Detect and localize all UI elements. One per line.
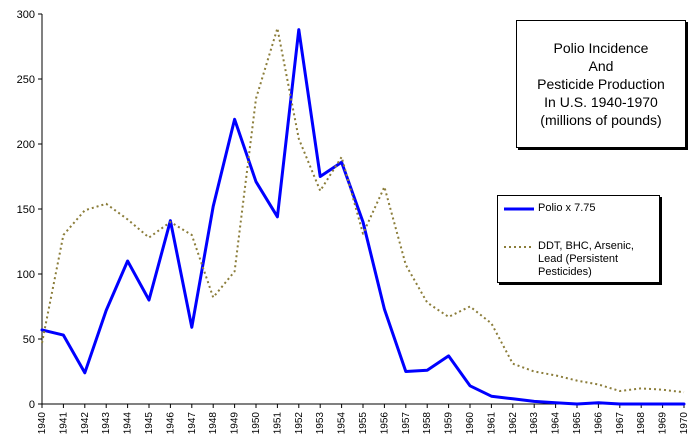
chart-title-line: And: [588, 58, 614, 74]
legend-entry-polio: Polio x 7.75: [504, 202, 595, 215]
legend-label-pesticides: DDT, BHC, Arsenic, Lead (Persistent Pest…: [538, 240, 634, 279]
x-tick-label: 1948: [208, 412, 219, 435]
x-tick-label: 1969: [658, 412, 669, 435]
x-tick-label: 1958: [422, 412, 433, 435]
legend-entry-pesticides: DDT, BHC, Arsenic, Lead (Persistent Pest…: [504, 240, 634, 279]
x-tick-label: 1944: [123, 412, 134, 435]
y-tick-label: 150: [17, 204, 35, 216]
chart-title-line: (millions of pounds): [540, 112, 662, 128]
x-tick-label: 1970: [679, 412, 690, 435]
x-tick-label: 1962: [508, 412, 519, 435]
legend: Polio x 7.75 DDT, BHC, Arsenic, Lead (Pe…: [497, 195, 660, 283]
legend-label-polio: Polio x 7.75: [538, 202, 595, 215]
x-tick-label: 1966: [593, 412, 604, 435]
x-tick-label: 1960: [465, 412, 476, 435]
x-tick-label: 1957: [401, 412, 412, 435]
x-tick-label: 1951: [272, 412, 283, 435]
legend-swatch-pesticides: [504, 246, 534, 248]
series-layer: [40, 27, 686, 406]
legend-swatch-polio: [504, 207, 534, 211]
legend-label-line: Pesticides): [538, 266, 592, 278]
x-axis-ticks: 1940 1941 1942 1943 1944 1945 1946 1947 1948 1949…: [37, 404, 690, 434]
y-tick-label: 250: [17, 74, 35, 86]
chart-title-line: Pesticide Production: [537, 76, 665, 92]
chart-title-box: Polio Incidence And Pesticide Production…: [516, 20, 686, 148]
x-tick-label: 1964: [551, 412, 562, 435]
legend-label-line: Lead (Persistent: [538, 253, 619, 265]
pesticide-series-line: [41, 27, 685, 394]
x-tick-label: 1963: [529, 412, 540, 435]
x-tick-label: 1952: [294, 412, 305, 435]
y-tick-label: 100: [17, 269, 35, 281]
x-tick-label: 1947: [187, 412, 198, 435]
x-tick-label: 1943: [101, 412, 112, 435]
x-tick-label: 1940: [37, 412, 48, 435]
x-tick-label: 1967: [615, 412, 626, 435]
x-tick-label: 1955: [358, 412, 369, 435]
x-tick-label: 1961: [486, 412, 497, 435]
y-tick-label: 200: [17, 139, 35, 151]
x-tick-label: 1965: [572, 412, 583, 435]
x-tick-label: 1941: [58, 412, 69, 435]
y-axis-ticks: 0 50 100 150 200 250 300: [17, 9, 42, 411]
chart-title-line: In U.S. 1940-1970: [544, 94, 658, 110]
x-tick-label: 1959: [444, 412, 455, 435]
x-tick-label: 1968: [636, 412, 647, 435]
x-tick-label: 1953: [315, 412, 326, 435]
x-tick-label: 1954: [337, 412, 348, 435]
legend-label-line: Polio x 7.75: [538, 202, 596, 214]
y-tick-label: 50: [23, 334, 35, 346]
chart-title-line: Polio Incidence: [553, 40, 649, 56]
legend-label-line: DDT, BHC, Arsenic,: [538, 240, 634, 252]
y-tick-label: 0: [29, 399, 35, 411]
x-tick-label: 1949: [230, 412, 241, 435]
x-tick-label: 1956: [379, 412, 390, 435]
x-tick-label: 1945: [144, 412, 155, 435]
polio-series-line: [40, 28, 686, 406]
y-tick-label: 300: [17, 9, 35, 21]
x-tick-label: 1942: [80, 412, 91, 435]
x-tick-label: 1946: [165, 412, 176, 435]
x-tick-label: 1950: [251, 412, 262, 435]
